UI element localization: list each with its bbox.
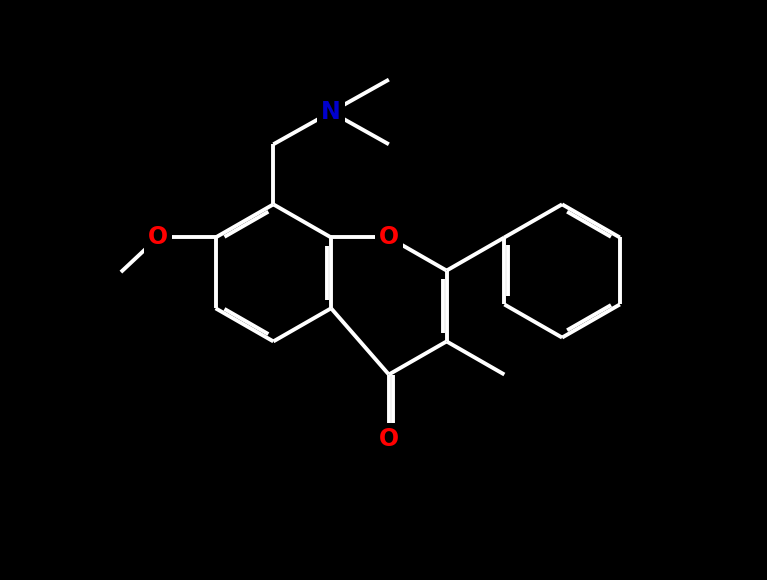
Text: N: N bbox=[321, 100, 341, 124]
Text: O: O bbox=[379, 226, 399, 249]
Text: O: O bbox=[148, 226, 168, 249]
Text: O: O bbox=[379, 427, 399, 451]
